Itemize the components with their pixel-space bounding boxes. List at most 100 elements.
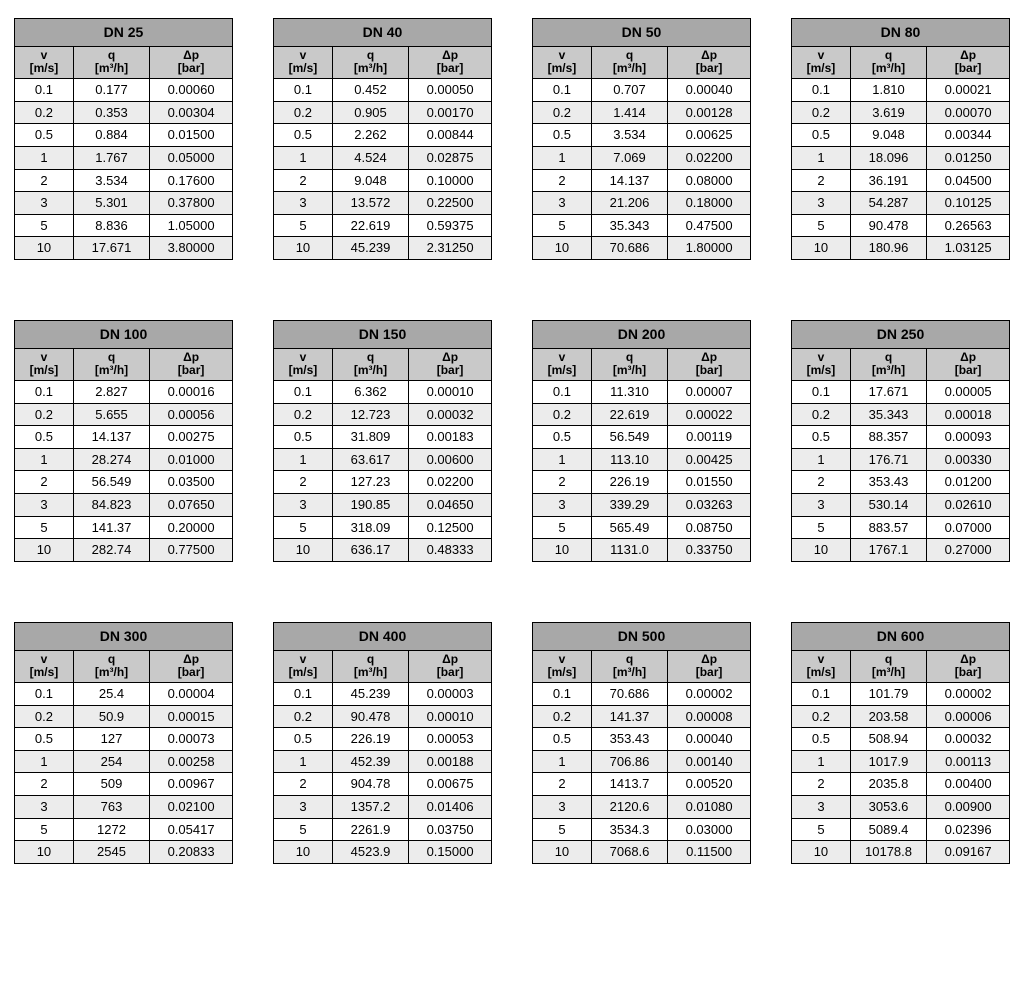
cell-v: 10 [792,841,851,864]
table-row: 1706.860.00140 [533,750,751,773]
cell-v: 0.1 [15,381,74,404]
table-row: 0.235.3430.00018 [792,403,1010,426]
cell-dp: 0.12500 [409,516,492,539]
cell-q: 1272 [73,818,149,841]
cell-v: 0.5 [533,124,592,147]
col-symbol: Δp [670,351,748,364]
cell-q: 14.137 [591,169,667,192]
col-unit: [m³/h] [76,666,147,679]
cell-dp: 0.00170 [409,101,492,124]
cell-dp: 0.00022 [668,403,751,426]
cell-q: 904.78 [332,773,408,796]
cell-v: 1 [792,448,851,471]
col-unit: [m³/h] [76,62,147,75]
cell-q: 45.239 [332,683,408,706]
cell-q: 0.177 [73,79,149,102]
cell-dp: 0.48333 [409,539,492,562]
table-row: 1070.6861.80000 [533,237,751,260]
col-header-dp: Δp[bar] [150,46,233,78]
table-row: 5883.570.07000 [792,516,1010,539]
cell-v: 0.2 [792,101,851,124]
cell-v: 0.5 [15,124,74,147]
col-unit: [m/s] [17,666,71,679]
data-table: DN 50v[m/s]q[m³/h]Δp[bar]0.10.7070.00040… [532,18,751,260]
cell-v: 0.5 [274,426,333,449]
cell-dp: 0.01000 [150,448,233,471]
cell-v: 1 [533,750,592,773]
cell-q: 141.37 [73,516,149,539]
table-row: 0.59.0480.00344 [792,124,1010,147]
cell-q: 318.09 [332,516,408,539]
cell-q: 1017.9 [850,750,926,773]
col-header-q: q[m³/h] [332,46,408,78]
cell-v: 3 [533,795,592,818]
cell-dp: 0.07000 [927,516,1010,539]
table-row: 37630.02100 [15,795,233,818]
cell-v: 3 [792,795,851,818]
cell-q: 70.686 [591,237,667,260]
cell-q: 4.524 [332,146,408,169]
table-row: 32120.60.01080 [533,795,751,818]
table-row: 0.556.5490.00119 [533,426,751,449]
table-row: 0.5226.190.00053 [274,728,492,751]
table-row: 0.50.8840.01500 [15,124,233,147]
col-header-v: v[m/s] [792,650,851,682]
cell-dp: 0.11500 [668,841,751,864]
col-header-q: q[m³/h] [850,46,926,78]
cell-dp: 0.04500 [927,169,1010,192]
table-title: DN 200 [533,320,751,348]
cell-q: 1.414 [591,101,667,124]
table-row: 118.0960.01250 [792,146,1010,169]
table-row: 0.5508.940.00032 [792,728,1010,751]
cell-v: 5 [533,214,592,237]
col-header-dp: Δp[bar] [150,348,233,380]
col-symbol: q [335,49,406,62]
cell-q: 565.49 [591,516,667,539]
cell-q: 31.809 [332,426,408,449]
data-table: DN 25v[m/s]q[m³/h]Δp[bar]0.10.1770.00060… [14,18,233,260]
cell-v: 0.2 [533,705,592,728]
cell-dp: 0.00040 [668,79,751,102]
table-row: 0.117.6710.00005 [792,381,1010,404]
col-symbol: q [76,653,147,666]
col-unit: [m³/h] [853,364,924,377]
cell-q: 353.43 [850,471,926,494]
table-row: 10282.740.77500 [15,539,233,562]
col-header-dp: Δp[bar] [668,46,751,78]
cell-v: 3 [274,494,333,517]
cell-q: 13.572 [332,192,408,215]
col-unit: [bar] [152,364,230,377]
table-row: 22035.80.00400 [792,773,1010,796]
cell-q: 180.96 [850,237,926,260]
cell-q: 17.671 [73,237,149,260]
cell-dp: 0.27000 [927,539,1010,562]
col-header-v: v[m/s] [792,46,851,78]
cell-dp: 0.15000 [409,841,492,864]
col-symbol: v [276,351,330,364]
cell-v: 1 [533,146,592,169]
cell-q: 2.827 [73,381,149,404]
table-row: 23.5340.17600 [15,169,233,192]
cell-q: 56.549 [591,426,667,449]
table-row: 535.3430.47500 [533,214,751,237]
cell-dp: 0.05000 [150,146,233,169]
cell-v: 5 [15,818,74,841]
col-header-v: v[m/s] [274,348,333,380]
col-header-v: v[m/s] [15,46,74,78]
cell-v: 0.5 [15,728,74,751]
cell-q: 50.9 [73,705,149,728]
cell-q: 883.57 [850,516,926,539]
cell-dp: 0.00004 [150,683,233,706]
col-unit: [m/s] [535,62,589,75]
table-row: 256.5490.03500 [15,471,233,494]
table-title: DN 50 [533,19,751,47]
cell-v: 10 [274,841,333,864]
cell-q: 2120.6 [591,795,667,818]
col-symbol: v [794,49,848,62]
cell-q: 508.94 [850,728,926,751]
cell-dp: 0.01080 [668,795,751,818]
cell-q: 353.43 [591,728,667,751]
col-symbol: v [17,351,71,364]
data-table: DN 200v[m/s]q[m³/h]Δp[bar]0.111.3100.000… [532,320,751,562]
cell-q: 1357.2 [332,795,408,818]
